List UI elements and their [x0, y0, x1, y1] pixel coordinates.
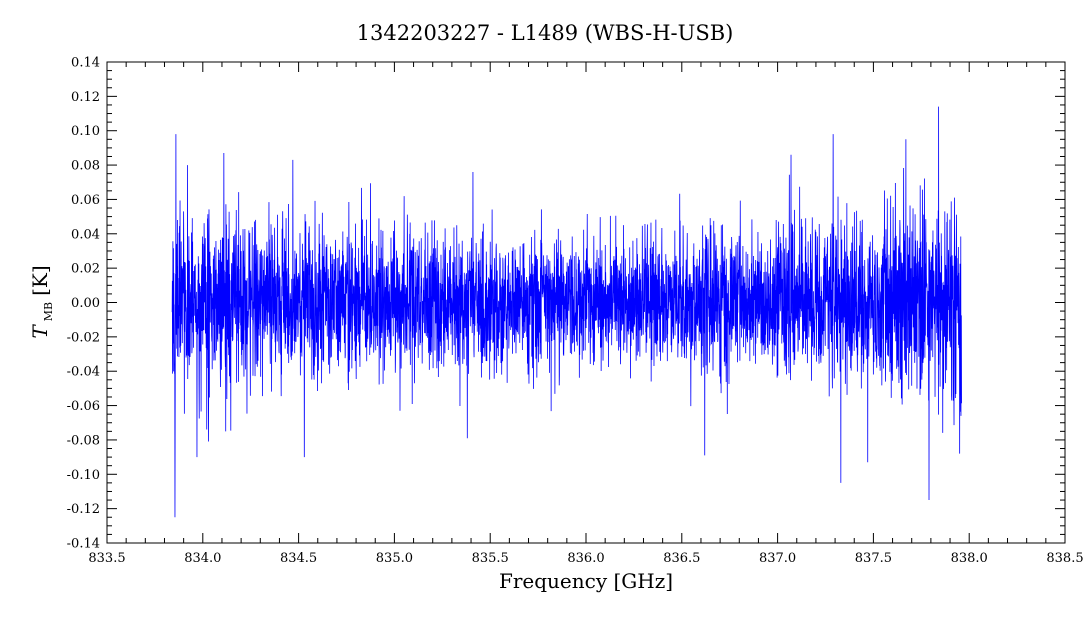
- x-tick-label: 835.5: [472, 551, 509, 566]
- y-tick-label: 0.10: [71, 124, 100, 139]
- y-tick-label: -0.14: [67, 537, 100, 552]
- y-axis-label-sub: MB: [42, 302, 55, 321]
- x-tick-label: 838.0: [951, 551, 988, 566]
- x-tick-label: 834.5: [280, 551, 317, 566]
- y-tick-label: 0.06: [71, 193, 100, 208]
- y-tick-label: -0.06: [67, 399, 100, 414]
- y-tick-label: 0.04: [71, 227, 100, 242]
- y-tick-label: -0.02: [67, 330, 100, 345]
- x-tick-label: 837.0: [759, 551, 796, 566]
- y-tick-label: -0.04: [67, 365, 100, 380]
- x-axis: 833.5 834.0 834.5 835.0 835.5 836.0 836.5 837.0…: [88, 62, 1084, 566]
- x-tick-label: 837.5: [855, 551, 892, 566]
- y-tick-label: -0.08: [67, 433, 100, 448]
- y-axis-label-unit: [K]: [28, 265, 52, 296]
- y-axis-label-text: T MB [K]: [28, 265, 55, 338]
- series-line: [171, 106, 962, 518]
- x-tick-label: 838.5: [1046, 551, 1083, 566]
- x-tick-label: 836.0: [567, 551, 604, 566]
- y-axis: 0.14 0.12 0.10 0.08 0.06 0.04 0.02 0.00 -0.02 -0.…: [67, 56, 1065, 552]
- x-tick-label: 835.0: [376, 551, 413, 566]
- y-axis-label: T MB [K]: [28, 265, 55, 338]
- y-tick-label: -0.10: [67, 468, 100, 483]
- y-tick-label: 0.02: [71, 262, 100, 277]
- chart-title: 1342203227 - L1489 (WBS-H-USB): [357, 21, 734, 45]
- x-tick-label: 833.5: [88, 551, 125, 566]
- y-tick-label: 0.00: [71, 296, 100, 311]
- series-layer: [171, 106, 962, 518]
- x-tick-label: 836.5: [663, 551, 700, 566]
- y-tick-label: 0.08: [71, 159, 100, 174]
- y-tick-label: -0.12: [67, 502, 100, 517]
- y-axis-label-main: T: [28, 324, 52, 339]
- x-tick-label: 834.0: [184, 551, 221, 566]
- y-tick-label: 0.12: [71, 90, 100, 105]
- x-axis-label: Frequency [GHz]: [499, 569, 673, 593]
- y-tick-label: 0.14: [71, 56, 100, 71]
